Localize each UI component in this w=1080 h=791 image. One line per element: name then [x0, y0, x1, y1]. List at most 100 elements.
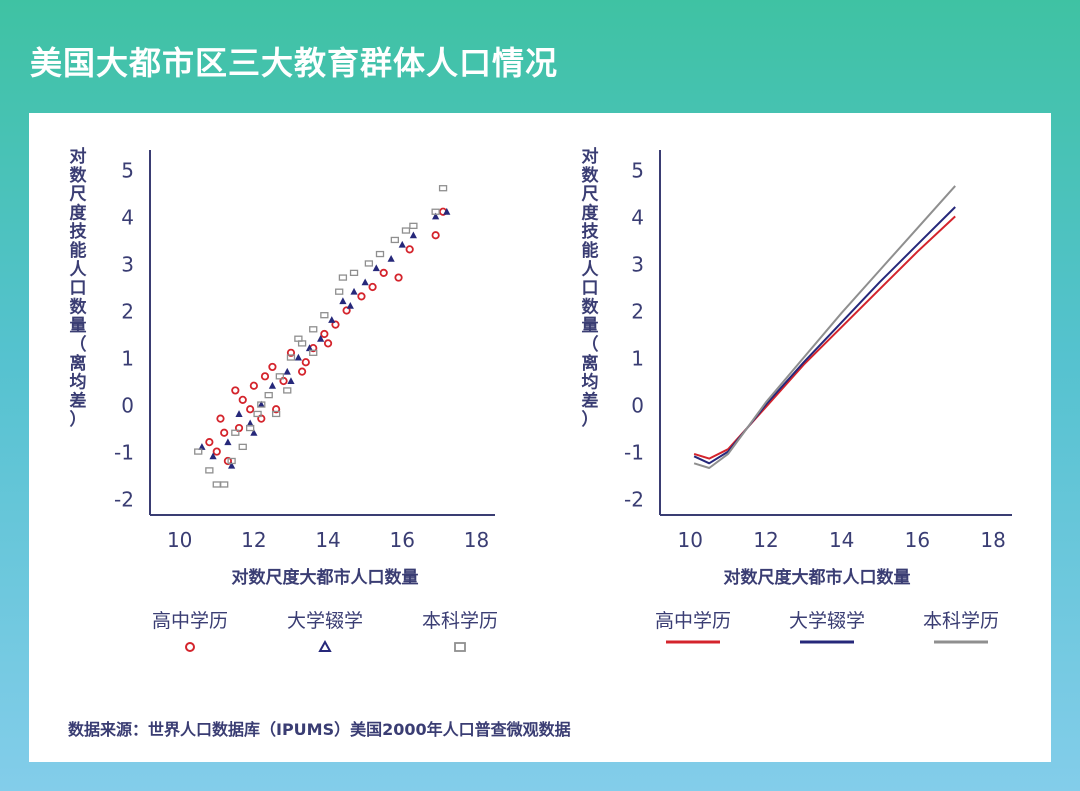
data-marks: [194, 185, 451, 488]
scatter-point-some-college: [387, 254, 395, 262]
scatter-point-high-school: [246, 405, 255, 414]
scatter-point-high-school: [301, 358, 310, 367]
scatter-point-bachelor: [294, 335, 303, 342]
scatter-point-high-school: [331, 320, 340, 329]
y-tick-label: 1: [631, 347, 644, 371]
y-label-char: 技: [70, 221, 88, 242]
scatter-point-some-college: [246, 419, 254, 427]
scatter-point-bachelor: [271, 410, 281, 418]
y-label-char: 量: [582, 315, 599, 336]
scatter-point-bachelor: [309, 349, 318, 356]
legend-label: 高中学历: [152, 610, 228, 632]
y-tick-label: 5: [121, 158, 134, 182]
scatter-point-bachelor: [264, 391, 273, 399]
y-label-char: 数: [70, 296, 88, 317]
scatter-point-bachelor: [220, 481, 229, 488]
scatter-point-high-school: [320, 329, 329, 339]
scatter-point-some-college: [328, 316, 336, 323]
scatter-point-high-school: [368, 282, 377, 292]
y-label-char: 均: [70, 372, 87, 393]
y-tick-label: 3: [121, 252, 134, 276]
x-axis-label: 对数尺度大都市人口数量: [232, 567, 419, 588]
x-tick-label: 12: [241, 528, 266, 552]
line-bachelor: [693, 185, 956, 469]
scatter-point-bachelor: [194, 448, 203, 455]
scatter-point-bachelor: [257, 401, 266, 408]
y-tick-label: 4: [121, 205, 134, 229]
scatter-point-bachelor: [205, 467, 214, 474]
y-tick-label: 2: [631, 299, 644, 323]
y-label-char: 能: [70, 240, 87, 261]
y-tick-label: 1: [121, 347, 134, 371]
scatter-point-high-school: [431, 231, 440, 240]
y-label-char: 离: [70, 353, 87, 374]
x-tick-label: 10: [167, 528, 192, 552]
scatter-point-some-college: [250, 428, 258, 436]
scatter-point-high-school: [216, 414, 225, 423]
legend: 高中学历 大学辍学 本科学历: [655, 610, 999, 644]
scatter-point-high-school: [286, 348, 296, 357]
y-label-char: 人: [582, 260, 600, 280]
y-tick-label: 0: [631, 394, 644, 418]
scatter-point-some-college: [224, 438, 232, 446]
scatter-point-bachelor: [335, 288, 344, 295]
y-label-char: 差: [70, 390, 87, 411]
y-label-char: 尺: [582, 185, 599, 205]
scatter-point-high-school: [249, 381, 258, 390]
legend-label: 高中学历: [655, 610, 731, 632]
scatter-point-high-school: [323, 339, 333, 348]
x-tick-label: 18: [980, 528, 1005, 552]
legend-label: 大学辍学: [789, 610, 865, 632]
scatter-point-some-college: [228, 461, 236, 469]
scatter-point-bachelor: [338, 274, 348, 281]
x-tick-label: 16: [905, 528, 930, 552]
legend-marker-triangle: [318, 639, 332, 652]
y-label-char: （: [582, 334, 599, 355]
y-label-char: ）: [70, 409, 87, 430]
scatter-point-bachelor: [309, 326, 318, 333]
scatter-point-high-school: [205, 438, 214, 447]
scatter-point-bachelor: [349, 269, 359, 277]
scatter-point-some-college: [317, 334, 325, 342]
scatter-point-some-college: [257, 400, 265, 408]
legend-label: 本科学历: [422, 610, 498, 632]
scatter-point-high-school: [223, 456, 233, 466]
y-tick-label: 0: [121, 394, 134, 418]
scatter-point-some-college: [432, 212, 440, 220]
y-label-char: 数: [582, 296, 600, 317]
scatter-point-bachelor: [320, 312, 329, 319]
x-tick-label: 16: [390, 528, 415, 552]
scatter-point-some-college: [268, 381, 277, 389]
y-label-char: 口: [582, 279, 599, 299]
chart-panel: [29, 113, 1051, 762]
scatter-point-some-college: [346, 301, 354, 309]
y-tick-label: -1: [624, 441, 644, 465]
scatter-point-bachelor: [246, 424, 255, 432]
scatter-point-bachelor: [364, 260, 374, 267]
scatter-point-bachelor: [238, 443, 247, 451]
scatter-point-high-school: [394, 273, 403, 282]
scatter-point-bachelor: [431, 208, 440, 215]
line-some-college: [693, 206, 956, 465]
x-axis-label: 对数尺度大都市人口数量: [724, 567, 911, 588]
scatter-point-some-college: [409, 231, 417, 239]
y-label-char: 数: [70, 165, 88, 186]
scatter-point-some-college: [287, 377, 295, 385]
data-source-note: 数据来源：世界人口数据库（IPUMS）美国2000年人口普查微观数据: [68, 720, 571, 739]
y-label-char: 对: [70, 146, 87, 167]
scatter-point-some-college: [294, 353, 302, 361]
scatter-point-high-school: [220, 428, 229, 437]
y-tick-label: 2: [121, 299, 134, 323]
y-label-char: 尺: [70, 185, 87, 205]
y-label-char: （: [70, 334, 87, 355]
scatter-point-high-school: [238, 395, 247, 404]
legend: 高中学历 大学辍学 本科学历: [152, 610, 498, 652]
scatter-point-some-college: [235, 410, 243, 417]
scatter-point-high-school: [405, 245, 414, 254]
scatter-point-some-college: [339, 297, 347, 305]
scatter-point-bachelor: [390, 236, 399, 244]
scatter-point-high-school: [268, 362, 277, 372]
scatter-point-bachelor: [231, 429, 240, 436]
